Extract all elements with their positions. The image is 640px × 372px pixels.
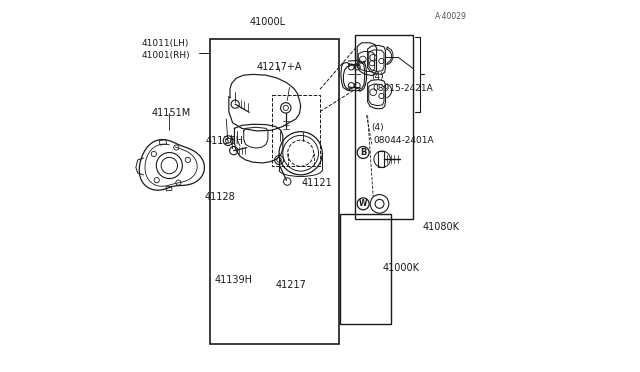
Text: W: W [359, 199, 367, 208]
Text: 41011(LH): 41011(LH) [141, 39, 189, 48]
Text: 08044-2401A: 08044-2401A [373, 136, 434, 145]
Text: 41151M: 41151M [152, 109, 191, 118]
Text: B: B [360, 148, 366, 157]
Text: (4): (4) [371, 72, 384, 81]
Text: 41121: 41121 [301, 178, 332, 188]
Text: 41000K: 41000K [383, 263, 419, 273]
Text: 41001(RH): 41001(RH) [141, 51, 190, 60]
Bar [340, 214, 390, 324]
Bar [355, 35, 413, 219]
Bar [166, 186, 172, 191]
Text: 41217: 41217 [275, 280, 306, 289]
Text: 41128: 41128 [205, 192, 236, 202]
Text: 41139H: 41139H [214, 275, 252, 285]
Text: A·40029: A·40029 [435, 12, 467, 21]
Text: 08915-2421A: 08915-2421A [372, 84, 433, 93]
Text: 41080K: 41080K [422, 222, 460, 232]
Text: 41000L: 41000L [250, 17, 285, 26]
Text: 41138H: 41138H [206, 137, 244, 146]
Bar [159, 140, 166, 145]
Bar [211, 39, 339, 344]
Text: 41217+A: 41217+A [257, 62, 302, 72]
Text: (4): (4) [371, 124, 384, 132]
